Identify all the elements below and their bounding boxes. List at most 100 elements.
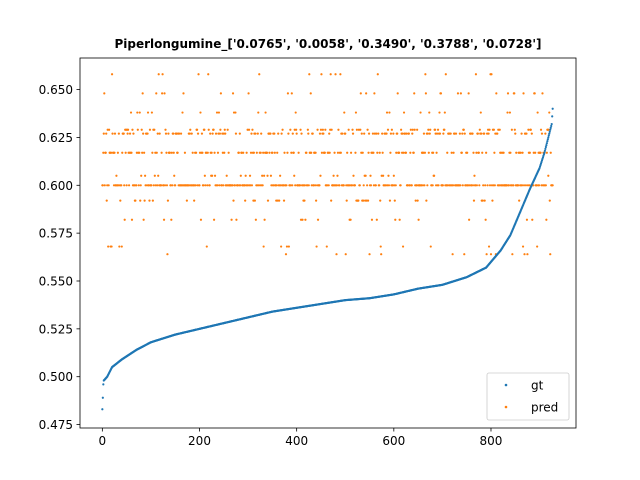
pred-point: [137, 184, 140, 187]
legend: gt pred: [486, 372, 570, 421]
legend-box: [486, 372, 570, 421]
pred-point: [117, 132, 120, 135]
pred-point: [123, 218, 126, 221]
pred-point: [442, 132, 445, 135]
pred-point: [202, 184, 205, 187]
pred-point: [185, 199, 188, 202]
pred-point: [208, 184, 211, 187]
pred-point: [405, 132, 408, 135]
pred-point: [342, 184, 345, 187]
pred-point: [230, 218, 233, 221]
pred-point: [144, 174, 147, 177]
pred-point: [108, 128, 111, 131]
pred-point: [346, 151, 349, 154]
pred-point: [427, 151, 430, 154]
gt-point: [544, 145, 547, 149]
pred-point: [484, 218, 487, 221]
pred-point: [107, 245, 110, 248]
pred-point: [231, 184, 234, 187]
pred-point: [315, 245, 318, 248]
pred-point: [189, 128, 192, 131]
pred-point: [218, 132, 222, 135]
pred-point: [316, 218, 320, 221]
pred-point: [306, 128, 309, 131]
pred-point: [339, 73, 342, 76]
pred-point: [277, 132, 280, 135]
pred-point: [388, 199, 392, 202]
pred-point: [319, 128, 323, 131]
pred-point: [237, 151, 240, 154]
pred-point: [362, 199, 365, 202]
pred-point: [490, 73, 493, 76]
pred-point: [269, 174, 273, 177]
pred-point: [266, 174, 269, 177]
pred-point: [409, 128, 412, 131]
pred-point: [459, 184, 462, 187]
gt-point: [549, 128, 552, 131]
pred-point: [244, 174, 247, 177]
pred-point: [251, 128, 254, 131]
pred-point: [322, 132, 325, 135]
legend-gt-marker: [504, 383, 508, 387]
pred-point: [475, 184, 478, 187]
pred-point: [530, 132, 533, 135]
pred-point: [529, 128, 532, 131]
pred-point: [310, 151, 313, 154]
gt-point: [547, 134, 550, 137]
pred-point: [344, 253, 347, 256]
pred-point: [362, 184, 365, 187]
pred-point: [207, 73, 210, 76]
pred-point: [536, 111, 539, 114]
pred-point: [254, 218, 257, 221]
pred-point: [493, 184, 496, 187]
pred-point: [182, 92, 185, 95]
pred-point: [120, 184, 123, 187]
pred-point: [119, 199, 122, 202]
pred-point: [211, 132, 214, 135]
pred-point: [234, 132, 238, 135]
pred-point: [164, 132, 168, 135]
pred-point: [273, 151, 276, 154]
pred-point: [168, 151, 171, 154]
pred-point: [525, 218, 529, 221]
pred-point: [512, 184, 515, 187]
pred-point: [456, 92, 460, 95]
pred-point: [265, 151, 269, 154]
pred-point: [271, 151, 274, 154]
pred-point: [287, 245, 290, 248]
pred-point: [332, 174, 335, 177]
pred-point: [393, 199, 396, 202]
pred-point: [172, 132, 175, 135]
pred-point: [451, 184, 455, 187]
gt-point: [545, 143, 548, 147]
pred-point: [336, 174, 339, 177]
pred-point: [263, 174, 266, 177]
pred-point: [126, 128, 130, 131]
pred-point: [439, 92, 443, 95]
pred-point: [463, 132, 466, 135]
pred-point: [387, 184, 391, 187]
pred-point: [223, 128, 226, 131]
pred-point: [506, 111, 509, 114]
pred-point: [537, 184, 541, 187]
pred-point: [372, 151, 375, 154]
pred-point: [477, 151, 480, 154]
pred-point: [337, 128, 340, 131]
pred-point: [142, 132, 145, 135]
pred-point: [201, 151, 204, 154]
pred-point: [198, 184, 201, 187]
pred-point: [170, 151, 173, 154]
pred-point: [321, 128, 324, 131]
pred-point: [276, 151, 279, 154]
pred-point: [197, 73, 200, 76]
pred-point: [227, 151, 230, 154]
pred-point: [364, 174, 367, 177]
pred-point: [345, 199, 348, 202]
pred-point: [514, 132, 517, 135]
pred-point: [290, 151, 293, 154]
pred-point: [531, 218, 534, 221]
pred-point: [249, 151, 253, 154]
pred-point: [386, 128, 390, 131]
pred-point: [138, 151, 141, 154]
